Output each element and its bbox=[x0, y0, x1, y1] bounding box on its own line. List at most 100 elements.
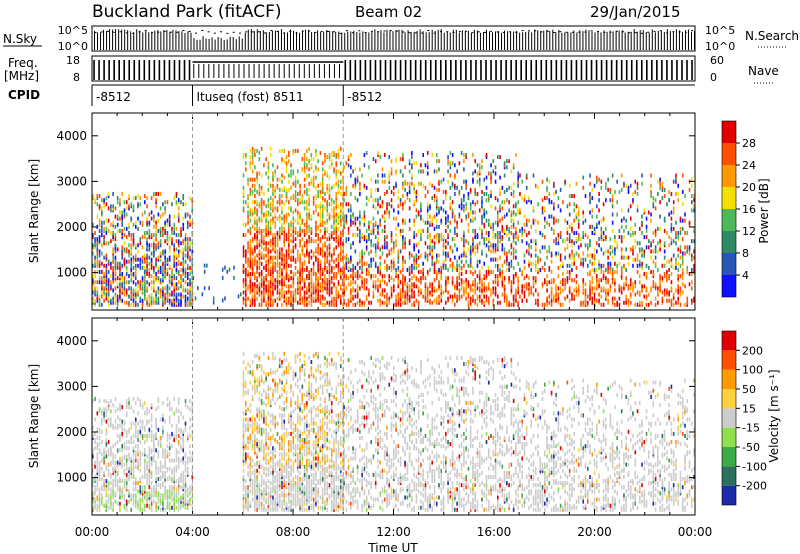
range-cell bbox=[256, 175, 258, 180]
range-cell bbox=[445, 288, 447, 293]
range-cell bbox=[372, 204, 375, 209]
range-cell bbox=[515, 241, 517, 246]
range-cell bbox=[445, 191, 447, 196]
range-cell bbox=[402, 228, 404, 233]
range-cell bbox=[155, 204, 157, 209]
nave-bar bbox=[651, 60, 653, 80]
range-cell bbox=[171, 272, 173, 277]
range-cell bbox=[566, 220, 569, 225]
range-cell bbox=[98, 302, 101, 307]
range-cell bbox=[368, 198, 370, 203]
range-cell bbox=[278, 237, 281, 242]
range-cell bbox=[413, 265, 415, 270]
nave-label: Nave bbox=[748, 64, 779, 78]
range-cell bbox=[301, 272, 304, 277]
range-cell bbox=[260, 230, 263, 235]
range-cell bbox=[251, 265, 254, 270]
range-cell bbox=[605, 294, 607, 299]
range-cell bbox=[105, 253, 108, 258]
range-cell bbox=[263, 228, 265, 233]
range-cell bbox=[337, 150, 340, 155]
range-cell bbox=[501, 216, 504, 221]
range-cell bbox=[324, 228, 326, 233]
range-cell bbox=[521, 272, 523, 277]
range-cell bbox=[292, 296, 295, 301]
range-cell bbox=[274, 280, 277, 285]
range-cell bbox=[285, 300, 288, 305]
range-cell bbox=[254, 276, 256, 281]
range-cell bbox=[368, 288, 370, 293]
range-cell bbox=[598, 292, 600, 297]
range-cell bbox=[324, 159, 326, 164]
range-cell bbox=[449, 263, 452, 268]
range-cell bbox=[144, 276, 146, 281]
range-cell bbox=[155, 243, 157, 248]
range-cell bbox=[186, 245, 189, 250]
range-cell bbox=[413, 222, 415, 227]
range-cell bbox=[559, 257, 562, 262]
range-cell bbox=[392, 185, 395, 190]
range-cell bbox=[283, 216, 286, 221]
nsearch-dot bbox=[144, 30, 147, 32]
range-cell bbox=[445, 276, 447, 281]
range-cell bbox=[292, 196, 295, 201]
range-cell bbox=[132, 272, 135, 277]
range-cell bbox=[159, 233, 162, 238]
range-cell bbox=[335, 288, 338, 293]
range-cell bbox=[463, 233, 465, 238]
range-cell bbox=[591, 208, 594, 213]
nsearch-dot bbox=[496, 31, 499, 33]
range-cell bbox=[415, 208, 418, 213]
range-cell bbox=[159, 265, 162, 270]
range-cell bbox=[386, 245, 388, 250]
range-cell bbox=[478, 276, 481, 281]
range-cell bbox=[339, 237, 342, 242]
range-cell bbox=[249, 148, 252, 153]
range-cell bbox=[278, 218, 281, 223]
range-cell bbox=[602, 276, 605, 281]
range-cell bbox=[528, 261, 530, 266]
range-cell bbox=[274, 284, 277, 289]
range-cell bbox=[303, 302, 306, 307]
range-cell bbox=[345, 286, 348, 291]
range-cell bbox=[144, 284, 146, 289]
range-cell bbox=[379, 272, 382, 277]
range-cell bbox=[469, 189, 472, 194]
range-cell bbox=[242, 222, 245, 227]
range-cell bbox=[363, 183, 366, 188]
nsearch-dot bbox=[364, 31, 367, 33]
range-cell bbox=[166, 257, 169, 262]
range-cell bbox=[116, 214, 119, 219]
range-cell bbox=[395, 181, 397, 186]
range-cell bbox=[258, 243, 261, 248]
range-cell bbox=[110, 230, 112, 235]
nave-bar bbox=[188, 60, 191, 80]
range-cell bbox=[297, 210, 299, 215]
range-cell bbox=[381, 292, 384, 297]
range-cell bbox=[258, 251, 261, 256]
range-cell bbox=[543, 280, 546, 285]
range-cell bbox=[339, 257, 342, 262]
range-cell bbox=[254, 298, 256, 303]
range-cell bbox=[319, 276, 322, 281]
range-cell bbox=[417, 288, 420, 293]
range-cell bbox=[137, 249, 139, 254]
range-cell bbox=[515, 235, 517, 240]
range-cell bbox=[424, 253, 427, 258]
range-cell bbox=[146, 298, 148, 303]
nave-bar bbox=[439, 60, 442, 80]
range-cell bbox=[285, 187, 288, 192]
range-cell bbox=[159, 191, 162, 196]
range-cell bbox=[290, 169, 292, 174]
range-cell bbox=[303, 292, 306, 297]
range-cell bbox=[402, 276, 404, 281]
range-cell bbox=[114, 224, 117, 229]
range-cell bbox=[153, 233, 155, 238]
range-cell bbox=[426, 286, 429, 291]
range-cell bbox=[356, 233, 359, 238]
range-cell bbox=[399, 228, 402, 233]
range-cell bbox=[417, 292, 420, 297]
range-cell bbox=[611, 272, 614, 277]
range-cell bbox=[119, 296, 121, 301]
range-cell bbox=[274, 169, 277, 174]
